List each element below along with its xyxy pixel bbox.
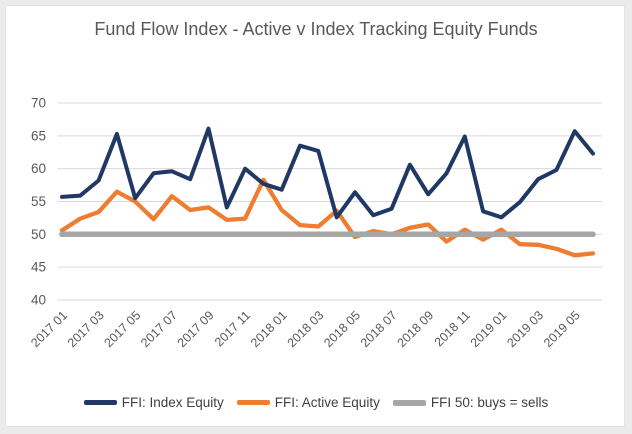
legend-item-index-equity: FFI: Index Equity (83, 395, 224, 410)
x-axis-tick-label: 2017 03 (65, 308, 107, 350)
y-axis-tick-label: 40 (31, 293, 46, 308)
legend-label: FFI: Index Equity (121, 395, 224, 410)
series-line-index-equity (60, 126, 595, 220)
x-axis-tick-label: 2017 09 (175, 308, 217, 350)
x-axis-tick-label: 2017 01 (28, 308, 70, 350)
x-axis-tick-label: 2018 01 (248, 308, 290, 350)
y-axis-tick-label: 65 (31, 128, 46, 143)
legend-line-swatch (236, 400, 270, 405)
x-axis-tick-label: 2019 01 (468, 308, 510, 350)
x-axis-tick-label: 2019 05 (541, 308, 583, 350)
y-axis-tick-label: 45 (31, 260, 46, 275)
x-axis-tick-label: 2019 03 (504, 308, 546, 350)
y-axis-tick-label: 50 (31, 227, 46, 242)
legend-label: FFI 50: buys = sells (430, 395, 549, 410)
legend-line-swatch (392, 399, 426, 406)
chart-title: Fund Flow Index - Active v Index Trackin… (94, 19, 538, 39)
x-axis-tick-label: 2017 05 (102, 308, 144, 350)
y-axis-tick-label: 55 (31, 194, 46, 209)
x-axis-tick-label: 2018 09 (394, 308, 436, 350)
x-axis-tick-label: 2018 05 (321, 308, 363, 350)
legend-item-active-equity: FFI: Active Equity (236, 395, 380, 410)
legend: FFI: Index Equity FFI: Active Equity FFI 5… (0, 395, 632, 410)
x-axis-tick-label: 2017 11 (212, 308, 253, 349)
x-axis-tick-label: 2018 11 (432, 308, 473, 349)
y-axis-tick-label: 70 (31, 96, 46, 111)
legend-item-ffi50: FFI 50: buys = sells (392, 395, 549, 410)
legend-line-swatch (83, 400, 117, 405)
y-axis-tick-label: 60 (31, 161, 46, 176)
x-axis-tick-label: 2017 07 (138, 308, 180, 350)
legend-label: FFI: Active Equity (274, 395, 380, 410)
x-axis-tick-label: 2018 07 (358, 308, 400, 350)
chart-panel (5, 5, 625, 427)
x-axis-tick-label: 2018 03 (285, 308, 327, 350)
